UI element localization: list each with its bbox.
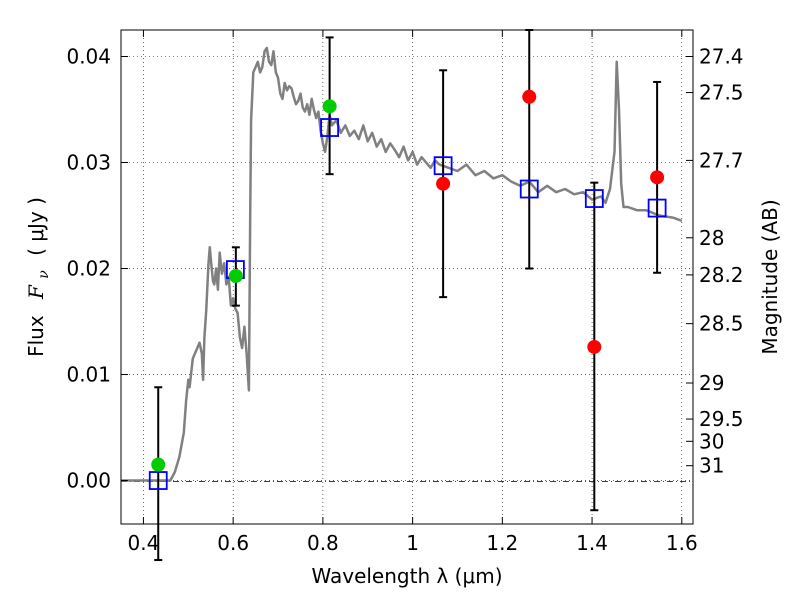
x-tick-label: 0.8 bbox=[307, 531, 339, 555]
x-tick-label: 1.2 bbox=[486, 531, 518, 555]
x-tick-label: 0.4 bbox=[128, 531, 160, 555]
model-photometry-square bbox=[320, 118, 340, 137]
x-tick-label: 1.6 bbox=[666, 531, 698, 555]
model-photometry-square bbox=[433, 156, 453, 176]
y-axis-label-subscript: ν bbox=[36, 270, 52, 279]
y2-tick-label: 30 bbox=[699, 429, 724, 453]
y2-tick-label: 28 bbox=[699, 226, 724, 250]
upper-limit-point bbox=[522, 89, 537, 104]
plot-frame bbox=[120, 29, 694, 525]
y2-tick-label: 27.7 bbox=[699, 148, 744, 172]
y-tick-label: 0.01 bbox=[66, 363, 111, 387]
y2-tick-label: 27.5 bbox=[699, 81, 744, 105]
y-axis-label-units: ( μJy ) bbox=[24, 197, 48, 256]
y2-tick-label: 29 bbox=[699, 371, 724, 395]
grid-lines bbox=[121, 30, 693, 524]
y2-tick-label: 27.4 bbox=[699, 45, 744, 69]
upper-limit-point bbox=[650, 170, 665, 185]
y-axis-label-main: Flux bbox=[24, 315, 48, 357]
upper-limit-point bbox=[436, 176, 451, 191]
y2-tick-label: 28.5 bbox=[699, 312, 744, 336]
x-tick-label: 1 bbox=[406, 531, 419, 555]
y-tick-label: 0.03 bbox=[66, 151, 111, 175]
x-axis-label: Wavelength λ (μm) bbox=[311, 564, 502, 588]
data-layer bbox=[121, 46, 683, 482]
y-axis-label-symbol: F bbox=[24, 284, 48, 300]
y2-tick-label: 31 bbox=[699, 454, 724, 478]
detection-point bbox=[151, 457, 166, 472]
x-tick-label: 0.6 bbox=[217, 531, 249, 555]
model-spectrum-line bbox=[121, 46, 683, 482]
y2-tick-label: 29.5 bbox=[699, 407, 744, 431]
error-bars bbox=[148, 29, 667, 562]
model-photometry-square bbox=[148, 471, 168, 490]
axis-ticks: 0.4 0.6 0.8 1 1.2 1.4 1.6 0.00 0.01 0.02 0.03 0.04 2… bbox=[66, 30, 744, 555]
y-tick-label: 0.00 bbox=[66, 469, 111, 493]
upper-limit-point bbox=[587, 339, 602, 354]
y2-tick-label: 28.2 bbox=[699, 263, 744, 287]
y2-axis-label: Magnitude (AB) bbox=[758, 199, 782, 354]
y-tick-label: 0.04 bbox=[66, 45, 111, 69]
detection-point bbox=[228, 268, 243, 283]
model-photometry-square bbox=[584, 189, 604, 208]
y-axis-label: Flux F ν ( μJy ) bbox=[24, 197, 53, 357]
x-tick-label: 1.4 bbox=[576, 531, 608, 555]
model-photometry-square bbox=[519, 179, 539, 199]
svg-text:Flux F ν ( μ: Flux F ν ( μJy ) bbox=[24, 197, 53, 357]
y-tick-label: 0.02 bbox=[66, 257, 111, 281]
model-photometry-square bbox=[647, 198, 667, 218]
detection-point bbox=[322, 99, 337, 114]
